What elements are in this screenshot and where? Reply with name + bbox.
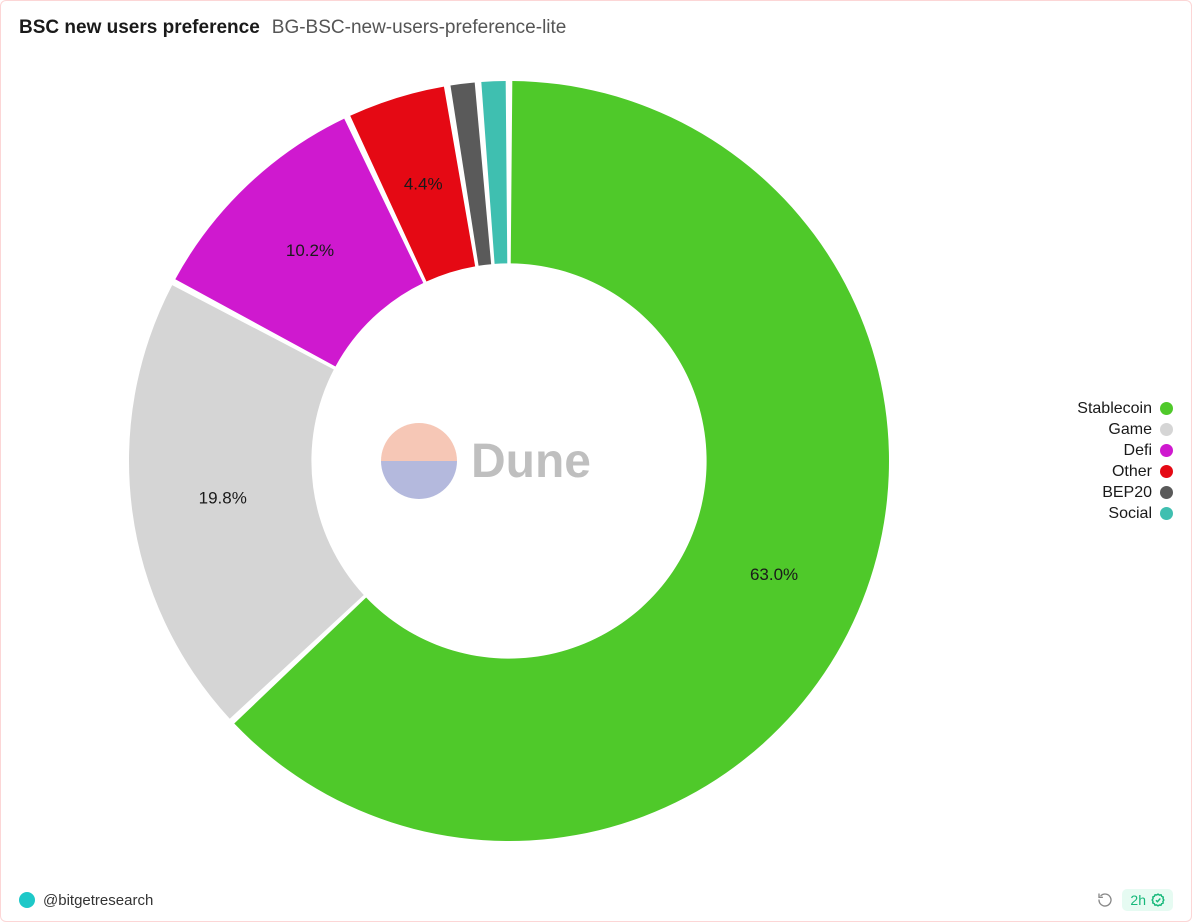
legend-item[interactable]: Stablecoin <box>1016 400 1173 418</box>
legend-label: Defi <box>1124 442 1152 460</box>
chart-area: 63.0% 19.8% 10.2% 4.4% Dune Stablecoin Game De… <box>1 51 1191 871</box>
legend-item[interactable]: Defi <box>1016 442 1173 460</box>
author-handle: @bitgetresearch <box>43 892 153 909</box>
legend-item[interactable]: Game <box>1016 421 1173 439</box>
refresh-icon[interactable] <box>1096 891 1114 909</box>
refresh-group: 2h <box>1096 889 1173 911</box>
legend-label: Game <box>1108 421 1152 439</box>
dune-watermark-icon: Dune <box>381 423 591 499</box>
legend-swatch-icon <box>1160 465 1173 478</box>
legend: Stablecoin Game Defi Other BEP20 Social <box>1016 397 1191 526</box>
author-avatar-icon <box>19 892 35 908</box>
legend-swatch-icon <box>1160 486 1173 499</box>
check-badge-icon <box>1151 893 1165 907</box>
slice-label: 19.8% <box>198 488 246 507</box>
last-updated-pill[interactable]: 2h <box>1122 889 1173 911</box>
svg-text:Dune: Dune <box>471 435 591 488</box>
last-updated-label: 2h <box>1130 892 1146 908</box>
chart-card: BSC new users preference BG-BSC-new-user… <box>0 0 1192 922</box>
card-title: BSC new users preference <box>19 17 260 39</box>
card-header: BSC new users preference BG-BSC-new-user… <box>19 17 1173 39</box>
legend-swatch-icon <box>1160 423 1173 436</box>
legend-label: Social <box>1108 505 1152 523</box>
slice-label: 63.0% <box>749 565 797 584</box>
legend-label: Other <box>1112 463 1152 481</box>
legend-swatch-icon <box>1160 444 1173 457</box>
legend-swatch-icon <box>1160 507 1173 520</box>
legend-item[interactable]: BEP20 <box>1016 484 1173 502</box>
legend-item[interactable]: Other <box>1016 463 1173 481</box>
donut-chart: 63.0% 19.8% 10.2% 4.4% Dune <box>1 51 1016 871</box>
legend-swatch-icon <box>1160 402 1173 415</box>
legend-label: Stablecoin <box>1077 400 1152 418</box>
card-subtitle: BG-BSC-new-users-preference-lite <box>272 17 567 39</box>
card-footer: @bitgetresearch 2h <box>19 889 1173 911</box>
slice-label: 4.4% <box>403 175 442 194</box>
legend-item[interactable]: Social <box>1016 505 1173 523</box>
author-link[interactable]: @bitgetresearch <box>19 892 153 909</box>
legend-label: BEP20 <box>1102 484 1152 502</box>
slice-label: 10.2% <box>285 241 333 260</box>
